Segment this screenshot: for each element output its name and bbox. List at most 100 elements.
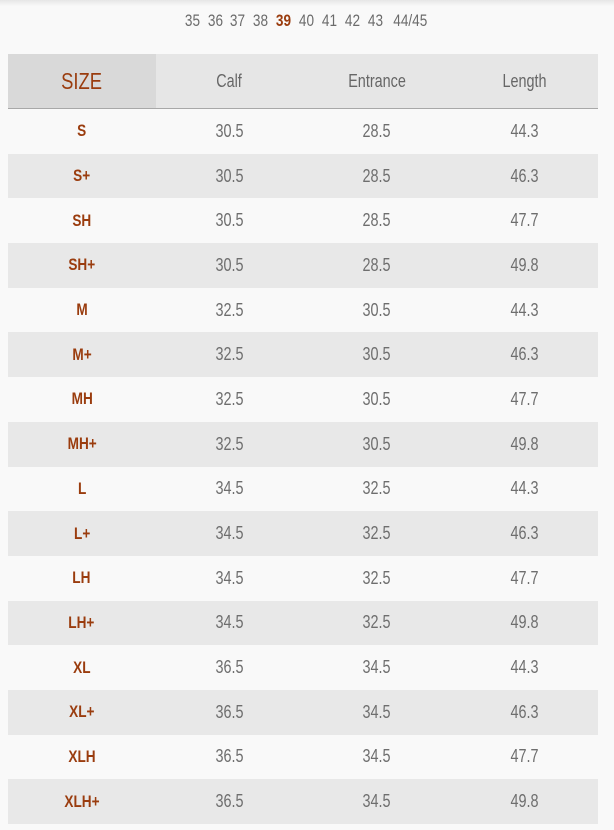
measurement-cell: 30.5 (303, 377, 451, 422)
measurement-cell: 34.5 (155, 600, 303, 646)
measurement-cell: 28.5 (303, 109, 451, 154)
cell-value: 28.5 (362, 120, 391, 141)
cell-value: 32.5 (362, 567, 391, 588)
cell-value: S (77, 121, 87, 141)
top-shadow (0, 0, 614, 6)
cell-value: 28.5 (362, 210, 391, 231)
size-option-42[interactable]: 42 (344, 11, 361, 30)
cell-value: 34.5 (215, 523, 244, 544)
cell-value: L (77, 478, 86, 498)
measurement-cell: 36.5 (156, 735, 304, 780)
cell-value: MH (71, 389, 93, 409)
measurement-cell: 30.5 (303, 332, 451, 378)
measurement-cell: 28.5 (303, 198, 451, 243)
size-option-38[interactable]: 38 (253, 11, 269, 30)
cell-value: 46.3 (510, 701, 539, 722)
column-header-calf: Calf (155, 54, 303, 109)
table-row: MH+ 32.5 30.5 49.8 (8, 421, 598, 467)
measurement-cell: 30.5 (155, 243, 303, 288)
size-option-35[interactable]: 35 (184, 11, 200, 30)
size-option-36[interactable]: 36 (207, 11, 223, 30)
size-option-39[interactable]: 39 (276, 11, 292, 30)
cell-value: 32.5 (215, 344, 244, 365)
measurement-cell: 34.5 (303, 779, 451, 824)
table-row: L+ 34.5 32.5 46.3 (8, 511, 598, 556)
cell-value: 30.5 (215, 210, 244, 231)
size-option-43[interactable]: 43 (367, 11, 383, 30)
cell-value: XL+ (69, 702, 95, 722)
cell-value: M+ (72, 344, 92, 364)
measurement-cell: 30.5 (156, 198, 304, 243)
measurement-cell: 47.7 (451, 377, 599, 422)
measurement-cell: 46.3 (450, 332, 598, 378)
size-cell: XLH+ (8, 779, 156, 824)
table-row: L 34.5 32.5 44.3 (8, 467, 598, 512)
table-row: M+ 32.5 30.5 46.3 (8, 332, 598, 378)
cell-value: 30.5 (215, 120, 244, 141)
table-row: SH 30.5 28.5 47.7 (8, 198, 598, 243)
cell-value: 30.5 (362, 299, 391, 320)
measurement-cell: 44.3 (451, 645, 599, 690)
size-option-40[interactable]: 40 (299, 11, 315, 30)
size-cell: LH (8, 556, 156, 601)
measurement-cell: 44.3 (451, 288, 599, 333)
measurement-cell: 34.5 (303, 735, 451, 780)
cell-value: 32.5 (215, 433, 244, 454)
size-cell: LH+ (8, 600, 156, 646)
measurement-cell: 44.3 (451, 467, 599, 512)
measurement-cell: 49.8 (450, 600, 598, 646)
measurement-cell: 32.5 (303, 600, 451, 646)
size-cell: MH+ (8, 421, 156, 467)
size-option-37[interactable]: 37 (230, 11, 246, 30)
size-cell: SH+ (8, 243, 156, 288)
measurement-cell: 49.8 (450, 243, 598, 288)
size-cell: S (8, 109, 156, 154)
cell-value: M (76, 300, 88, 320)
column-header-label: Entrance (347, 70, 406, 91)
table-row: XLH 36.5 34.5 47.7 (8, 735, 598, 780)
measurement-cell: 30.5 (155, 153, 303, 199)
cell-value: 47.7 (510, 746, 539, 767)
measurement-cell: 49.8 (450, 779, 598, 824)
cell-value: 46.3 (510, 344, 539, 365)
cell-value: LH (72, 568, 91, 588)
column-header-length: Length (450, 54, 598, 109)
measurement-cell: 32.5 (156, 377, 304, 422)
cell-value: 47.7 (510, 388, 539, 409)
cell-value: 34.5 (215, 567, 244, 588)
cell-value: 36.5 (215, 746, 244, 767)
measurement-cell: 32.5 (303, 556, 451, 601)
column-header-label: SIZE (61, 67, 103, 94)
cell-value: L+ (73, 523, 90, 543)
cell-value: 44.3 (510, 120, 539, 141)
cell-value: 30.5 (362, 388, 391, 409)
table-row: LH+ 34.5 32.5 49.8 (8, 600, 598, 646)
measurement-cell: 46.3 (450, 153, 598, 199)
cell-value: 36.5 (215, 701, 244, 722)
cell-value: 44.3 (510, 478, 539, 499)
cell-value: SH (72, 210, 92, 230)
cell-value: 44.3 (510, 657, 539, 678)
cell-value: 34.5 (215, 478, 244, 499)
size-option-44-45[interactable]: 44/45 (393, 11, 428, 30)
table-row: S 30.5 28.5 44.3 (8, 109, 598, 154)
cell-value: XLH (68, 746, 96, 766)
size-cell: L (8, 467, 156, 512)
measurement-cell: 34.5 (156, 556, 304, 601)
cell-value: 49.8 (510, 433, 539, 454)
measurement-cell: 32.5 (303, 467, 451, 512)
table-row: LH 34.5 32.5 47.7 (8, 556, 598, 601)
size-cell: XL+ (8, 689, 156, 735)
cell-value: 28.5 (362, 165, 391, 186)
size-cell: XLH (8, 735, 156, 780)
cell-value: 34.5 (362, 701, 391, 722)
cell-value: 36.5 (215, 657, 244, 678)
measurement-cell: 32.5 (156, 288, 304, 333)
cell-value: MH+ (67, 434, 97, 454)
cell-value: 47.7 (510, 567, 539, 588)
cell-value: 47.7 (510, 210, 539, 231)
cell-value: 46.3 (510, 165, 539, 186)
size-option-41[interactable]: 41 (322, 11, 338, 30)
cell-value: XLH+ (64, 791, 100, 811)
measurement-cell: 49.8 (450, 421, 598, 467)
